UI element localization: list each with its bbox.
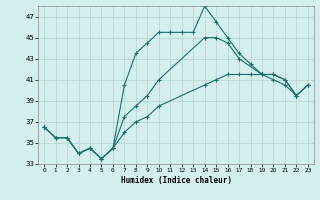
X-axis label: Humidex (Indice chaleur): Humidex (Indice chaleur) (121, 176, 231, 185)
